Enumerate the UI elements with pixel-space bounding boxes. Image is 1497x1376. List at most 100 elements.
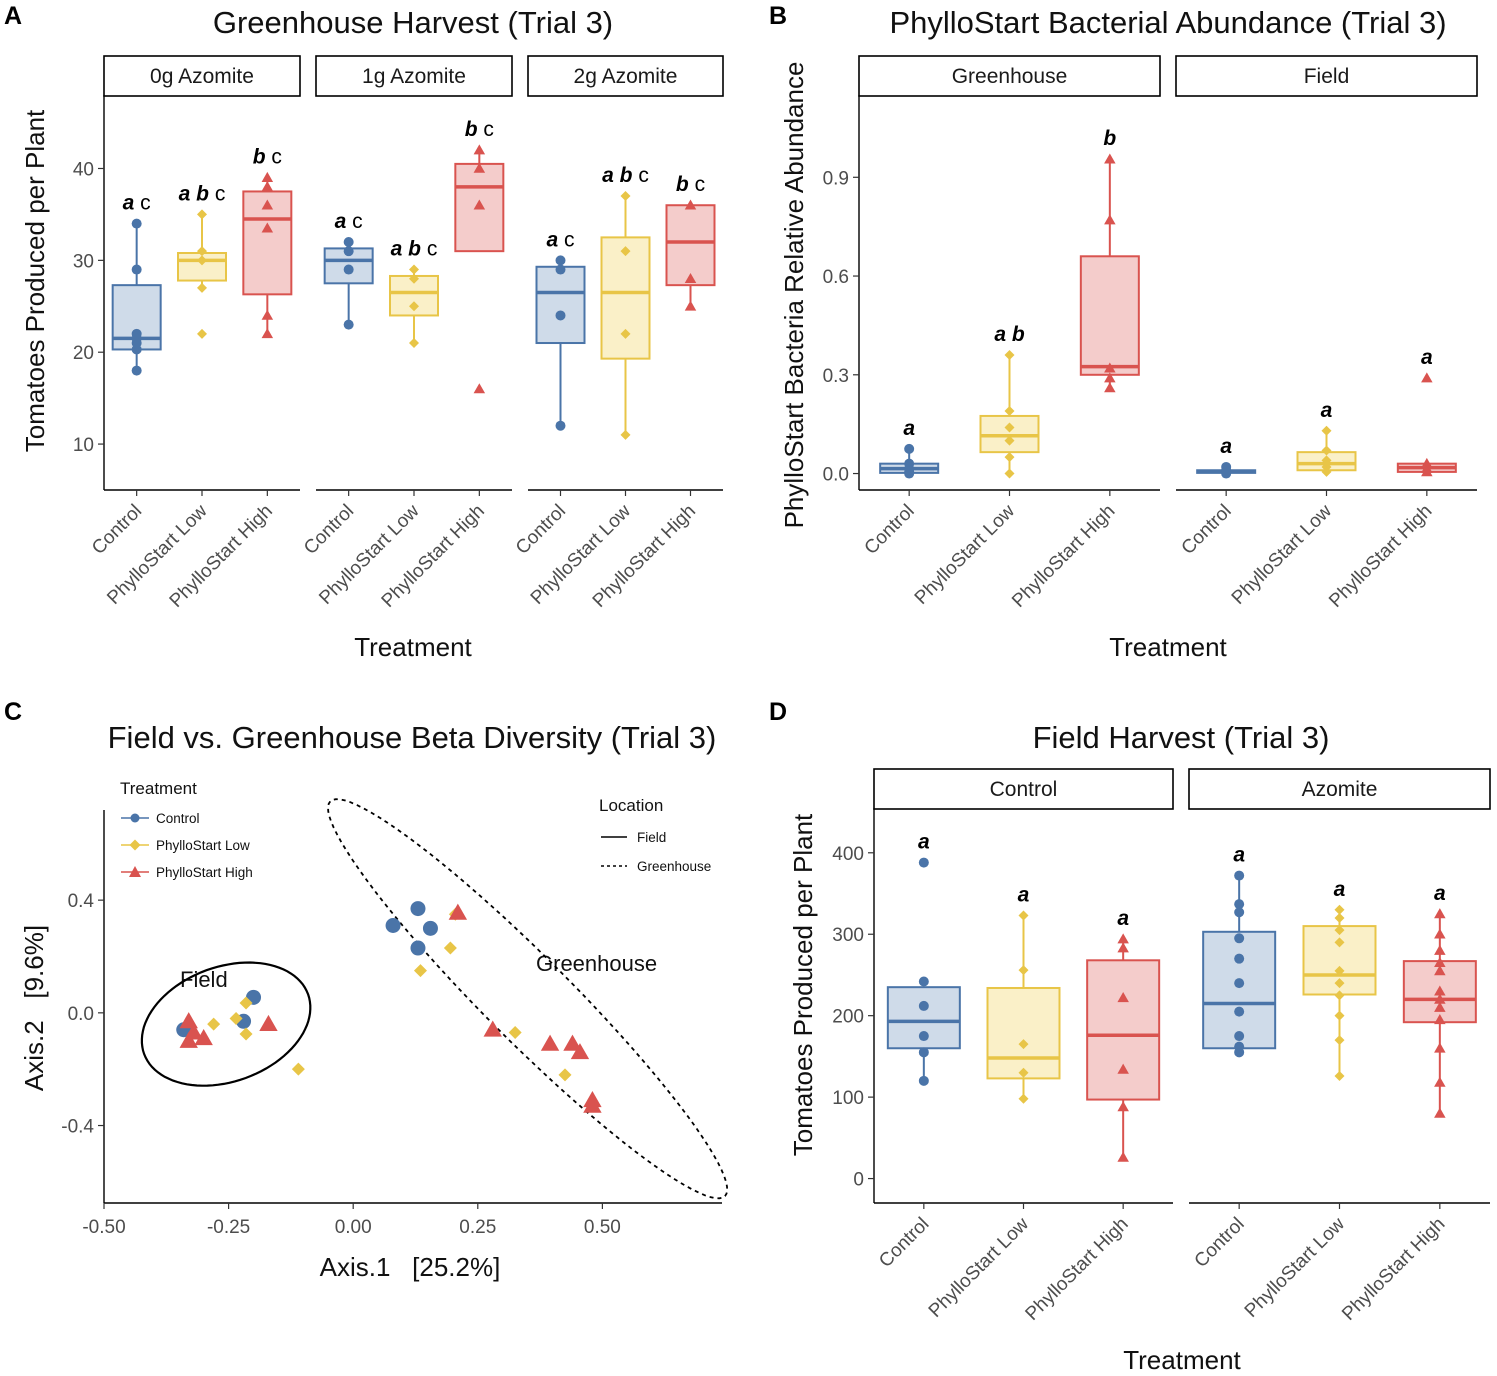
y-tick-label: 400	[832, 844, 864, 865]
facet-control: Control a Control a PhylloStart Low a PhylloSt…	[873, 768, 1174, 1325]
data-point	[473, 383, 486, 394]
x-tick-label: PhylloStart Low	[1228, 500, 1336, 608]
scatter-point-control	[410, 901, 426, 917]
scatter-point-phyllostart-high	[583, 1096, 602, 1113]
panel-c-ylabel: Axis.2 [9.6%]	[19, 925, 49, 1091]
data-point	[918, 1075, 929, 1086]
data-point	[1334, 1035, 1345, 1046]
scatter-point-phyllostart-high	[448, 903, 468, 920]
data-point	[261, 181, 274, 192]
data-point	[131, 344, 142, 355]
legend-low-marker	[129, 839, 141, 851]
data-point	[1221, 468, 1232, 479]
data-point	[343, 246, 354, 257]
legend-low-label: PhylloStart Low	[156, 838, 250, 853]
scatter-point-phyllostart-high	[259, 1014, 278, 1032]
data-point	[1104, 372, 1116, 383]
data-point	[1334, 925, 1345, 936]
data-point	[1334, 904, 1345, 915]
box-phyllostart-high: b c	[665, 173, 716, 311]
box-control: a c	[111, 192, 162, 376]
legend-treatment-title: Treatment	[120, 779, 197, 798]
significance-letters: b c	[676, 173, 705, 196]
panel-b-title: PhylloStart Bacterial Abundance (Trial 3…	[889, 5, 1446, 40]
scatter-point-phyllostart-low	[558, 1068, 572, 1082]
data-point	[1004, 452, 1015, 463]
significance-letters: a	[1334, 878, 1346, 901]
data-point	[918, 1047, 929, 1058]
scatter-point-phyllostart-high	[483, 1020, 502, 1037]
panel-b-xlabel: Treatment	[1109, 632, 1227, 662]
x-tick-label: PhylloStart High	[1022, 1214, 1133, 1325]
y-tick-label: 10	[73, 435, 94, 456]
box-control: a c	[535, 228, 586, 431]
y-tick-label: 40	[73, 159, 94, 180]
box-iqr	[1079, 255, 1140, 376]
panel-c-plot: -0.50 -0.25 0.00 0.25 0.50 -0.4 0.0 0.4	[61, 798, 729, 1238]
data-point	[1117, 1101, 1129, 1112]
data-point	[1434, 965, 1446, 976]
facet-strip	[315, 55, 513, 97]
data-point	[1018, 910, 1029, 921]
significance-letters: a b c	[391, 238, 438, 261]
legend-field-label: Field	[637, 830, 666, 845]
data-point	[1018, 1093, 1029, 1104]
data-point	[1434, 928, 1446, 939]
data-point	[261, 309, 274, 320]
data-point	[1434, 1076, 1446, 1087]
box-iqr	[986, 986, 1061, 1080]
data-point	[261, 199, 274, 210]
data-point	[1234, 1006, 1245, 1017]
panel-a-ylabel: Tomatoes Produced per Plant	[20, 109, 50, 452]
data-point	[1104, 362, 1116, 373]
data-point	[1434, 944, 1446, 955]
significance-letters: a c	[335, 210, 363, 233]
data-point	[1434, 1014, 1446, 1025]
data-point	[1321, 445, 1332, 456]
x-tick-label: PhylloStart Low	[911, 500, 1019, 608]
panel-d-plot: 0 100 200 300 400 Control a Control a PhylloStart…	[832, 768, 1491, 1325]
data-point	[1104, 382, 1116, 393]
box-phyllostart-high: a	[1396, 346, 1457, 477]
x-tick-label: Control	[861, 501, 919, 559]
x-tick-label: 0.00	[335, 1217, 372, 1238]
data-point	[1321, 425, 1332, 436]
data-point	[1434, 956, 1446, 968]
data-point	[918, 976, 929, 987]
data-point	[1117, 933, 1129, 944]
y-tick-label: 30	[73, 251, 94, 272]
scatter-point-phyllostart-low	[291, 1062, 305, 1076]
x-tick-label: -0.50	[82, 1217, 125, 1238]
scatter-point-phyllostart-low	[508, 1026, 522, 1040]
significance-letters: a	[1233, 844, 1245, 867]
data-point	[1321, 466, 1332, 477]
facet-strip	[1175, 55, 1478, 97]
data-point	[409, 338, 419, 349]
data-point	[1104, 153, 1116, 164]
data-point	[261, 222, 274, 233]
data-point	[1321, 455, 1332, 466]
data-point	[1334, 965, 1345, 976]
data-point	[620, 191, 631, 202]
data-point	[918, 1000, 929, 1011]
plot-layer: 10 20 30 40 0g Azomite a c Control a b c PhylloS…	[61, 55, 1491, 1325]
data-point	[1004, 468, 1015, 479]
significance-letters: a	[1220, 435, 1232, 458]
data-point	[1434, 1042, 1446, 1053]
data-point	[473, 144, 486, 155]
box-iqr	[1086, 959, 1161, 1101]
y-tick-label: 300	[832, 925, 864, 946]
legend-location-title: Location	[599, 796, 663, 815]
data-point	[1234, 953, 1245, 964]
data-point	[473, 162, 486, 173]
data-point	[409, 301, 419, 312]
box-control: a	[886, 831, 961, 1086]
panel-a-title: Greenhouse Harvest (Trial 3)	[213, 5, 613, 40]
data-point	[620, 429, 631, 440]
y-tick-label: 100	[832, 1088, 864, 1109]
box-control: a	[1196, 435, 1257, 479]
significance-letters: a	[1434, 882, 1446, 905]
legend-high-marker	[129, 866, 141, 877]
